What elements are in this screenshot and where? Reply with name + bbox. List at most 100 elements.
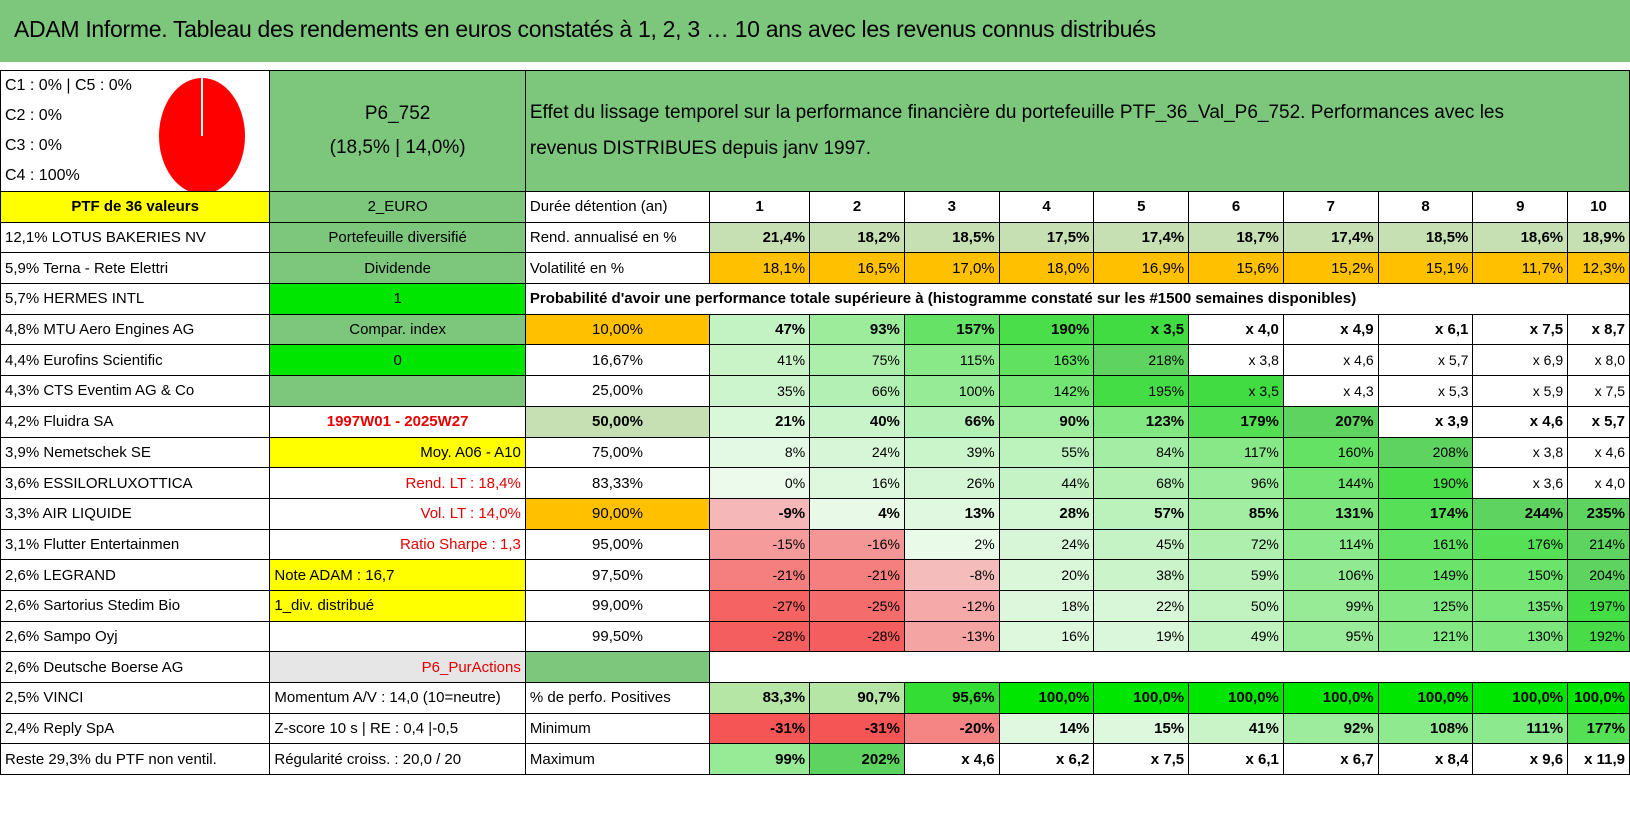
- empty-span: [709, 651, 1630, 683]
- proba-value: 84%: [1093, 436, 1190, 469]
- portfolio-code: P6_752: [364, 103, 431, 124]
- table-row: 2,6% LEGRAND Note ADAM : 16,7 97,50% -21% -2…: [0, 559, 1630, 591]
- info-cell: Vol. LT : 14,0%: [269, 497, 526, 530]
- info-cell: Z-score 10 s | RE : 0,4 |-0,5: [269, 712, 526, 745]
- vol-value: 15,1%: [1377, 252, 1474, 285]
- positives-value: 83,3%: [709, 682, 811, 714]
- table-row: Reste 29,3% du PTF non ventil. Régularité…: [0, 743, 1630, 776]
- proba-value: 21%: [709, 405, 811, 438]
- proba-level: 25,00%: [524, 375, 711, 407]
- description: Effet du lissage temporel sur la perform…: [524, 70, 1630, 192]
- proba-value: -21%: [709, 559, 811, 591]
- proba-value: 13%: [903, 497, 1000, 530]
- proba-value: 41%: [709, 344, 811, 377]
- holding-name: 3,9% Nemetschek SE: [0, 436, 271, 469]
- page-title: ADAM Informe. Tableau des rendements en …: [14, 16, 1156, 42]
- proba-value: 72%: [1188, 528, 1284, 561]
- proba-value: 8%: [709, 436, 811, 469]
- year-header: 8: [1377, 191, 1474, 223]
- proba-value: 174%: [1377, 497, 1474, 530]
- proba-level: 83,33%: [524, 467, 711, 499]
- proba-value: 75%: [809, 344, 905, 377]
- proba-value: x 3,8: [1472, 436, 1569, 469]
- proba-value: 95%: [1282, 620, 1379, 653]
- proba-value: 161%: [1377, 528, 1474, 561]
- maximum-value: x 6,7: [1282, 743, 1379, 776]
- table-row: 3,1% Flutter Entertainmen Ratio Sharpe : …: [0, 528, 1630, 561]
- table-row: 12,1% LOTUS BAKERIES NV Portefeuille dive…: [0, 221, 1630, 254]
- year-header: 3: [903, 191, 1000, 223]
- proba-value: -15%: [709, 528, 811, 561]
- proba-value: 149%: [1377, 559, 1474, 591]
- proba-value: 20%: [998, 559, 1095, 591]
- vol-value: 15,6%: [1188, 252, 1284, 285]
- minimum-value: -20%: [903, 712, 1000, 745]
- info-cell: P6_PurActions: [269, 651, 526, 683]
- proba-value: -16%: [809, 528, 905, 561]
- proba-value: 99%: [1282, 589, 1379, 622]
- proba-value: 96%: [1188, 467, 1284, 499]
- legend-item: C2 : 0%: [5, 107, 62, 124]
- holding-name: 4,4% Eurofins Scientific: [0, 344, 271, 377]
- rend-value: 18,2%: [809, 221, 905, 254]
- proba-value: x 4,3: [1282, 375, 1379, 407]
- proba-value: 26%: [903, 467, 1000, 499]
- rend-label: Rend. annualisé en %: [524, 221, 711, 254]
- holding-name: 2,4% Reply SpA: [0, 712, 271, 745]
- proba-value: 117%: [1188, 436, 1284, 469]
- proba-value: x 6,9: [1472, 344, 1569, 377]
- vol-value: 12,3%: [1567, 252, 1630, 285]
- proba-value: 190%: [998, 313, 1095, 346]
- vol-value: 11,7%: [1472, 252, 1569, 285]
- proba-value: -8%: [903, 559, 1000, 591]
- table-row: 2,5% VINCI Momentum A/V : 14,0 (10=neutre…: [0, 682, 1630, 714]
- rend-value: 17,4%: [1282, 221, 1379, 254]
- rend-value: 18,5%: [1377, 221, 1474, 254]
- proba-value: x 4,6: [1472, 405, 1569, 438]
- info-cell: [269, 375, 526, 407]
- holding-name: 3,3% AIR LIQUIDE: [0, 497, 271, 530]
- proba-value: 197%: [1567, 589, 1630, 622]
- proba-value: 50%: [1188, 589, 1284, 622]
- table-row: 4,3% CTS Eventim AG & Co 25,00% 35% 66% 100%…: [0, 375, 1630, 407]
- positives-value: 100,0%: [1093, 682, 1190, 714]
- year-header: 4: [998, 191, 1095, 223]
- proba-value: x 3,6: [1472, 467, 1569, 499]
- performance-table: C1 : 0% | C5 : 0% C2 : 0% C3 : 0% C4 : 100%…: [0, 70, 1630, 776]
- maximum-value: 99%: [709, 743, 811, 776]
- legend-item: C4 : 100%: [5, 167, 80, 184]
- proba-value: x 4,6: [1282, 344, 1379, 377]
- holding-name: 5,7% HERMES INTL: [0, 283, 271, 315]
- proba-value: -12%: [903, 589, 1000, 622]
- proba-value: 18%: [998, 589, 1095, 622]
- empty-cell: [524, 651, 711, 683]
- minimum-value: 92%: [1282, 712, 1379, 745]
- proba-value: 66%: [903, 405, 1000, 438]
- proba-value: x 6,1: [1377, 313, 1474, 346]
- table-row: 3,9% Nemetschek SE Moy. A06 - A10 75,00% 8%…: [0, 436, 1630, 469]
- proba-value: -21%: [809, 559, 905, 591]
- minimum-value: -31%: [809, 712, 905, 745]
- ptf-label: PTF de 36 valeurs: [0, 191, 271, 223]
- proba-value: 39%: [903, 436, 1000, 469]
- proba-value: x 3,9: [1377, 405, 1474, 438]
- proba-level: 90,00%: [524, 497, 711, 530]
- rend-value: 17,4%: [1093, 221, 1190, 254]
- maximum-value: x 7,5: [1093, 743, 1190, 776]
- positives-value: 100,0%: [1377, 682, 1474, 714]
- year-header: 5: [1093, 191, 1190, 223]
- proba-value: x 4,0: [1567, 467, 1630, 499]
- proba-value: 163%: [998, 344, 1095, 377]
- table-row: 2,6% Sampo Oyj 99,50% -28% -28% -13% 16% 19% 49…: [0, 620, 1630, 653]
- proba-value: x 4,6: [1567, 436, 1630, 469]
- proba-value: 115%: [903, 344, 1000, 377]
- minimum-value: 108%: [1377, 712, 1474, 745]
- holding-name: 4,2% Fluidra SA: [0, 405, 271, 438]
- proba-value: x 7,5: [1472, 313, 1569, 346]
- rend-value: 18,5%: [903, 221, 1000, 254]
- proba-value: x 5,7: [1567, 405, 1630, 438]
- proba-value: 190%: [1377, 467, 1474, 499]
- proba-value: 68%: [1093, 467, 1190, 499]
- legend-item: C3 : 0%: [5, 137, 62, 154]
- info-cell: Compar. index: [269, 313, 526, 346]
